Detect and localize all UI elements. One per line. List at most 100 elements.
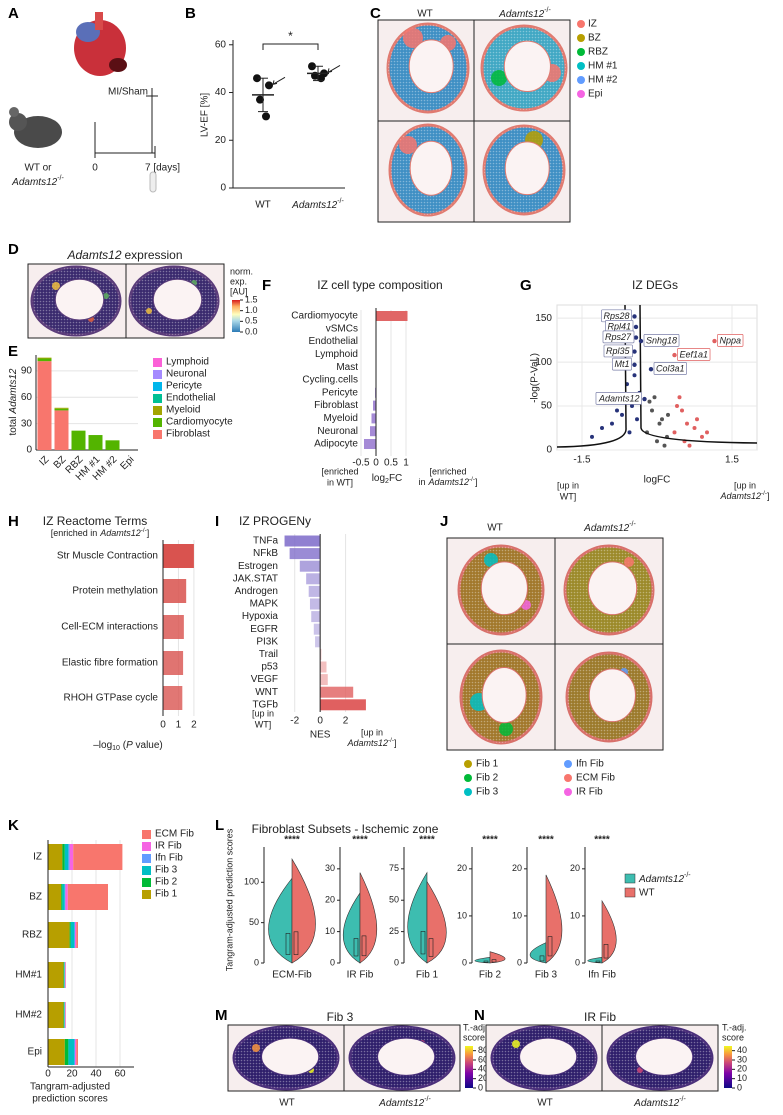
x-tick-label: -2 <box>290 716 299 727</box>
bar-segment <box>70 922 71 948</box>
bar-segment <box>55 410 69 450</box>
lumen <box>482 668 526 723</box>
y-tick-label: 50 <box>249 917 259 927</box>
timeline-label: 0 <box>92 163 98 174</box>
data-point <box>610 422 614 426</box>
text-part: [enriched in <box>51 528 98 538</box>
panel-label: B <box>185 5 196 22</box>
text-part: ] <box>475 477 478 487</box>
bar-segment <box>68 884 108 910</box>
bar-segment <box>48 922 70 948</box>
x-tick-label: IZ <box>37 454 51 468</box>
x-tick-label: 1 <box>176 720 182 731</box>
y-tick-label: 0 <box>394 957 399 967</box>
legend-swatch <box>625 874 635 883</box>
lumen <box>636 1038 693 1075</box>
y-tick-label: 150 <box>535 313 552 324</box>
bar-segment <box>62 844 64 870</box>
y-tick-label: 0 <box>330 957 335 967</box>
tissue-section <box>130 267 218 335</box>
text-part: -/- <box>544 7 551 14</box>
tissue-section <box>388 24 468 112</box>
legend-swatch <box>153 418 162 427</box>
x-tick-label: 2 <box>343 716 349 727</box>
gene-label: Eef1a1 <box>680 349 709 359</box>
bar-segment <box>65 962 66 988</box>
heart-icon-vessel <box>95 12 103 30</box>
note: WT] <box>560 491 577 501</box>
infarct <box>109 58 127 72</box>
plot-area <box>557 305 757 450</box>
gene-point <box>649 367 653 371</box>
legend-swatch <box>153 370 162 379</box>
bar <box>314 624 320 635</box>
data-point <box>685 422 689 426</box>
tissue-section <box>492 1027 596 1089</box>
colorbar-tick-label: 0.0 <box>245 326 258 336</box>
colorbar-title: [AU] <box>230 286 248 296</box>
bar-segment <box>89 435 103 450</box>
text-part: Adamts12 <box>291 200 337 211</box>
colorbar-tick-label: 40 <box>737 1045 747 1055</box>
violin-half <box>427 882 446 963</box>
bar-segment <box>75 1039 76 1065</box>
surgery-label: MI/Sham <box>108 87 148 98</box>
text-part: log <box>372 473 385 484</box>
lumen <box>589 669 635 722</box>
text-part: ] <box>147 528 150 538</box>
colorbar <box>232 300 240 332</box>
y-tick-label: Pericyte <box>322 387 359 398</box>
y-tick-label: 10 <box>570 910 580 920</box>
note: Adamts12-/-] <box>347 737 397 748</box>
data-point <box>663 444 667 448</box>
lumen <box>378 1038 435 1075</box>
tissue-section <box>350 1027 454 1089</box>
violin-half <box>268 878 292 963</box>
bar <box>163 615 184 639</box>
colorbar-tick-label: 1.0 <box>245 305 258 315</box>
text-part: Adamts12 <box>11 177 57 188</box>
legend-label: Pericyte <box>166 381 203 392</box>
y-tick-label: 10 <box>457 910 467 920</box>
text-part: -/- <box>424 1096 431 1103</box>
y-tick-label: Mast <box>336 362 358 373</box>
text-part: -/- <box>57 175 64 182</box>
data-point <box>700 435 704 439</box>
text-part: ] <box>767 491 770 501</box>
text-part: Adamts12 <box>583 523 629 534</box>
x-axis-label: prediction scores <box>32 1094 108 1105</box>
x-axis-label: logFC <box>644 475 671 486</box>
gene-label: Col3a1 <box>656 364 685 374</box>
legend-label: IR Fib <box>155 841 182 852</box>
y-tick-label: 90 <box>21 365 33 376</box>
y-tick-label: 0 <box>517 957 522 967</box>
text-part: Adamts12 <box>498 9 544 20</box>
lumen <box>410 141 452 195</box>
legend-label: Endothelial <box>166 393 215 404</box>
legend-label: RBZ <box>588 47 608 58</box>
tissue-spot <box>146 308 152 314</box>
gene-point <box>634 325 638 329</box>
bar <box>364 439 376 449</box>
significance-label: **** <box>482 835 498 846</box>
legend-label: IR Fib <box>576 787 603 798</box>
data-point <box>600 426 604 430</box>
y-tick-label: Androgen <box>235 586 278 597</box>
tissue-section <box>234 1027 338 1089</box>
x-tick-label: Epi <box>118 454 136 472</box>
x-tick-label: 20 <box>66 1069 78 1080</box>
column-label: Adamts12-/- <box>633 1096 686 1108</box>
bar-segment <box>48 962 64 988</box>
y-tick-label: vSMCs <box>326 323 358 334</box>
data-point <box>635 417 639 421</box>
text-part: value) <box>133 740 163 751</box>
column-header: Adamts12-/- <box>498 7 551 19</box>
lumen <box>588 562 636 615</box>
legend-swatch <box>577 20 585 28</box>
legend-swatch <box>625 888 635 897</box>
panel-label: E <box>8 343 18 360</box>
y-tick-label: Epi <box>28 1047 42 1058</box>
y-tick-label: Adipocyte <box>314 439 358 450</box>
bar <box>311 611 320 622</box>
y-axis-label: -log(P-Val.) <box>530 353 541 403</box>
